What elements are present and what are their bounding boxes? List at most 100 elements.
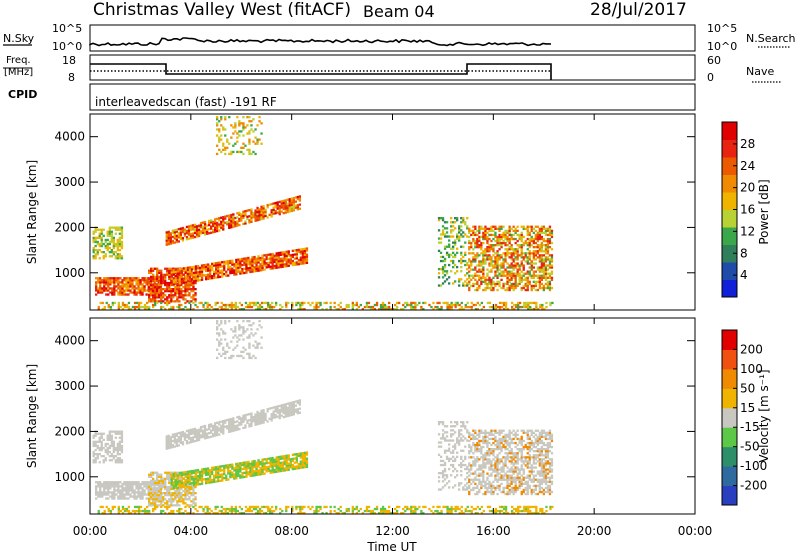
velocity-cell — [176, 494, 179, 497]
power-cell — [373, 303, 377, 307]
power-cell — [478, 274, 481, 277]
power-cell — [512, 272, 515, 275]
velocity-cell — [95, 485, 98, 488]
power-cell — [150, 271, 153, 274]
power-cell — [250, 214, 253, 217]
velocity-cell — [222, 420, 225, 423]
velocity-cell — [111, 495, 114, 498]
velocity-cell — [201, 425, 205, 428]
velocity-cell — [196, 477, 200, 480]
power-cell — [224, 148, 227, 151]
velocity-cell — [194, 504, 197, 507]
power-cell — [526, 258, 529, 261]
velocity-cell — [259, 463, 262, 466]
velocity-cell — [164, 502, 167, 505]
velocity-cell — [277, 455, 280, 459]
power-cell — [534, 237, 537, 241]
velocity-cell — [301, 466, 305, 469]
power-cell — [278, 200, 281, 204]
power-cell — [544, 256, 548, 259]
power-cell — [528, 274, 531, 277]
velocity-cell — [234, 505, 237, 509]
power-cell — [279, 263, 282, 267]
power-cell — [180, 279, 184, 283]
velocity-cell — [207, 473, 210, 476]
power-cell — [272, 208, 275, 211]
power-cell — [269, 261, 272, 264]
power-cell — [194, 273, 198, 276]
power-cell — [470, 244, 473, 247]
power-cell — [522, 252, 525, 255]
power-cell — [488, 286, 491, 290]
velocity-cell — [271, 505, 274, 509]
velocity-cell — [188, 512, 191, 515]
velocity-cell — [137, 489, 140, 492]
velocity-cell — [241, 461, 244, 465]
power-cell — [173, 241, 176, 244]
velocity-cell — [254, 413, 257, 416]
power-cell — [544, 231, 548, 234]
velocity-cell — [242, 512, 246, 515]
power-cell — [462, 245, 465, 248]
velocity-cell — [94, 448, 97, 452]
power-cell — [214, 220, 217, 223]
power-cell — [245, 261, 248, 264]
power-cell — [468, 260, 471, 263]
velocity-cell — [242, 328, 245, 331]
power-cell — [241, 259, 244, 263]
power-cell — [133, 277, 136, 280]
velocity-cell — [297, 464, 300, 468]
power-cell — [546, 284, 550, 288]
power-cell — [464, 251, 467, 254]
velocity-cell — [288, 402, 291, 405]
power-cell — [165, 239, 168, 242]
power-cell — [321, 308, 324, 311]
velocity-cell — [184, 498, 187, 501]
power-cell — [544, 239, 548, 243]
velocity-cell — [98, 461, 101, 464]
power-cell — [520, 233, 523, 237]
power-cell — [450, 217, 453, 220]
power-cell — [245, 265, 248, 268]
power-cell — [229, 259, 232, 263]
power-cell — [510, 286, 513, 290]
power-cell — [156, 279, 159, 283]
power-cell — [225, 260, 228, 263]
power-cell — [131, 291, 134, 294]
velocity-cell — [269, 465, 272, 468]
velocity-cell — [107, 509, 110, 513]
power-cell — [240, 150, 243, 154]
velocity-cell — [257, 469, 260, 472]
velocity-cell — [253, 466, 256, 469]
power-cell — [92, 230, 95, 233]
power-cell — [275, 264, 278, 267]
power-cell — [432, 301, 435, 305]
velocity-cell — [184, 509, 187, 513]
velocity-cell — [219, 479, 222, 482]
velocity-cell — [143, 512, 147, 515]
velocity-cell — [238, 505, 241, 509]
power-cell — [412, 301, 415, 305]
velocity-cell — [166, 500, 169, 503]
power-cell — [188, 292, 191, 295]
velocity-cell — [235, 462, 238, 466]
power-cell — [291, 255, 294, 259]
velocity-cell — [284, 411, 287, 414]
power-cell — [92, 236, 95, 239]
velocity-cell — [272, 406, 275, 409]
velocity-cell — [212, 426, 215, 430]
power-cell — [528, 256, 531, 259]
velocity-cell — [197, 430, 201, 433]
velocity-cell — [292, 401, 295, 404]
velocity-cell — [180, 475, 184, 478]
velocity-cell — [174, 484, 177, 488]
power-cell — [209, 277, 212, 280]
power-cell — [152, 296, 155, 299]
power-cell — [496, 250, 499, 253]
power-cell — [214, 224, 217, 227]
power-cell — [488, 282, 491, 286]
power-cell — [538, 266, 541, 269]
velocity-cell — [179, 439, 182, 442]
power-cell — [526, 286, 529, 290]
power-cell — [244, 305, 248, 309]
